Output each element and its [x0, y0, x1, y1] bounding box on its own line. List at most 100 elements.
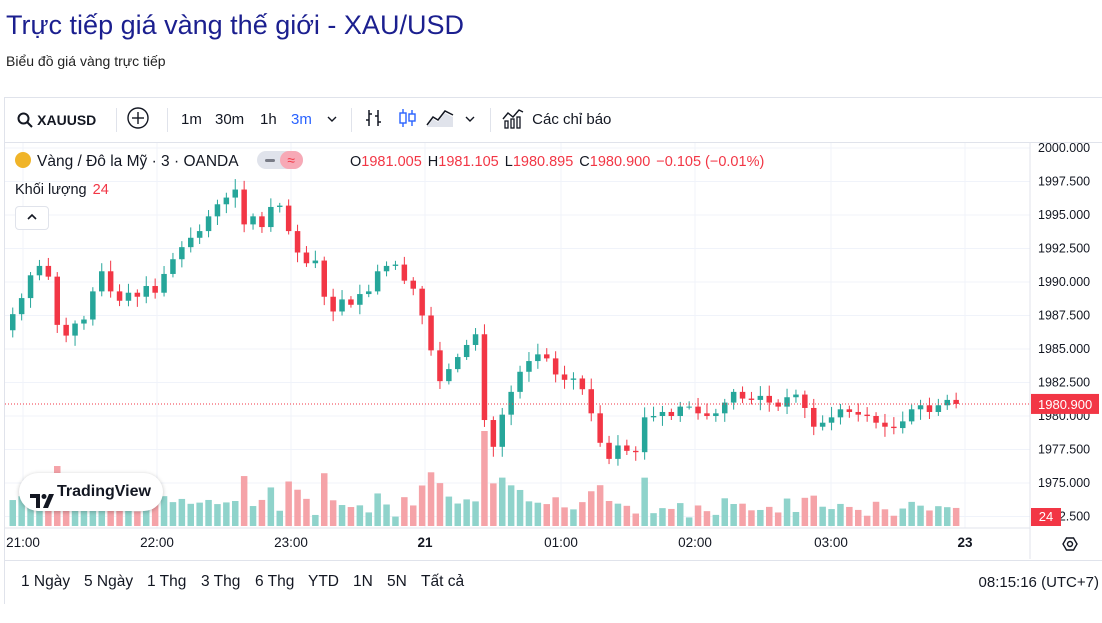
candle-body [321, 260, 327, 297]
candle-body [641, 417, 648, 453]
price-tick-label: 1987.500 [1038, 309, 1090, 323]
volume-bar [169, 502, 177, 526]
candle-body [259, 216, 265, 228]
volume-bar [499, 477, 506, 526]
range-all[interactable]: Tất cả [421, 573, 465, 590]
clock[interactable]: 08:15:16 (UTC+7) [978, 574, 1099, 591]
candle-body [161, 273, 167, 293]
candle-body [846, 409, 853, 412]
volume-bar [507, 485, 515, 526]
collapse-legend-button[interactable] [15, 206, 49, 230]
volume-bar [80, 504, 88, 526]
interval-30m[interactable]: 30m [215, 111, 245, 128]
compare-button[interactable] [126, 98, 150, 142]
candle-body [455, 357, 461, 370]
range-bar: 1 Ngày 5 Ngày 1 Thg 3 Thg 6 Thg YTD 1N 5… [5, 560, 1102, 605]
tradingview-logo[interactable]: TradingView [19, 473, 163, 511]
interval-dropdown[interactable] [326, 98, 338, 142]
volume-bar [766, 506, 773, 526]
volume-bar [561, 507, 568, 526]
range-5d[interactable]: 5 Ngày [84, 573, 134, 590]
volume-bar [525, 501, 533, 526]
symbol-search[interactable]: XAUUSD [17, 98, 96, 142]
candle-body [277, 205, 283, 207]
price-tick-label: 1990.000 [1038, 275, 1090, 289]
volume-bar [160, 496, 168, 526]
price-tick-label: 2000.000 [1038, 143, 1090, 155]
volume-bar [863, 515, 871, 526]
price-chart-area[interactable]: 2000.000 1997.500 1995.000 1992.500 1990.000… [5, 141, 1102, 559]
interval-3m[interactable]: 3m [291, 111, 312, 128]
volume-bar [223, 502, 230, 526]
chart-widget: XAUUSD 1m 30m 1h 3m [4, 97, 1102, 604]
candle-body [410, 280, 416, 289]
candle-body [633, 450, 639, 453]
close-key: C [579, 154, 590, 170]
price-tick-label: 1997.500 [1038, 175, 1090, 189]
close-value: 1980.900 [589, 154, 651, 170]
volume-bar [650, 513, 657, 526]
price-tick-label: 1975.000 [1038, 476, 1090, 490]
settings-gear-icon[interactable] [1062, 537, 1078, 551]
candle-body [659, 411, 666, 416]
candle-body [401, 264, 408, 281]
instrument-legend: Vàng / Đô la Mỹ · 3 · OANDA ≈ [15, 151, 303, 171]
volume-bar [267, 487, 275, 526]
range-1y[interactable]: 1N [353, 573, 373, 590]
candle-body [107, 271, 114, 292]
time-tick-label: 21:00 [6, 535, 40, 550]
page-subtitle: Biểu đồ giá vàng trực tiếp [6, 53, 166, 69]
range-5y[interactable]: 5N [387, 573, 407, 590]
price-tick-label: 1995.000 [1038, 208, 1090, 222]
candlestick-chart[interactable]: 2000.000 1997.500 1995.000 1992.500 1990.000… [5, 141, 1102, 559]
interval-1m[interactable]: 1m [181, 111, 202, 128]
candle-body [900, 421, 906, 429]
candle-body [615, 445, 621, 459]
volume-bar [748, 510, 755, 526]
chart-type-dropdown[interactable] [464, 98, 476, 142]
candle-body [784, 397, 790, 407]
volume-bar [151, 503, 159, 526]
bar-style-button[interactable] [363, 98, 385, 142]
candle-body [63, 324, 69, 336]
range-6m[interactable]: 6 Thg [255, 573, 295, 590]
bars-icon [363, 110, 385, 128]
candle-body [722, 402, 728, 414]
area-chart-icon [425, 110, 455, 128]
candle-body [472, 334, 479, 345]
candle-body [552, 358, 559, 375]
range-1d[interactable]: 1 Ngày [21, 573, 71, 590]
volume-bar [917, 505, 924, 526]
candle-body [81, 319, 87, 324]
volume-bar [570, 509, 577, 526]
candle-body [757, 395, 764, 400]
candle-body [624, 445, 630, 451]
candle-body [99, 271, 105, 292]
candle-body [713, 413, 719, 416]
last-volume-tag: 24 [1031, 508, 1061, 526]
volume-bar [890, 515, 898, 526]
time-tick-label: 22:00 [140, 535, 174, 550]
gold-coin-icon [15, 152, 31, 168]
range-ytd[interactable]: YTD [308, 573, 339, 590]
candle-body [517, 371, 523, 392]
volume-bar [134, 511, 141, 526]
visibility-toggle[interactable]: ≈ [256, 151, 303, 169]
candle-body [481, 334, 488, 421]
candle-body [588, 389, 594, 414]
range-3m[interactable]: 3 Thg [201, 573, 241, 590]
candles-style-button[interactable] [396, 98, 418, 142]
interval-1h[interactable]: 1h [260, 111, 277, 128]
range-1m[interactable]: 1 Thg [147, 573, 187, 590]
candle-body [196, 231, 203, 238]
instrument-name: Vàng / Đô la Mỹ · 3 · OANDA [37, 153, 239, 170]
candle-body [134, 292, 141, 297]
area-style-button[interactable] [425, 98, 455, 142]
candle-body [544, 354, 550, 359]
indicators-button[interactable]: Các chỉ báo [502, 98, 611, 142]
volume-bar [632, 513, 639, 526]
volume-bar [659, 508, 666, 526]
price-tick-label: 1982.500 [1038, 376, 1090, 390]
candle-body [855, 411, 861, 415]
candle-body [125, 292, 132, 301]
